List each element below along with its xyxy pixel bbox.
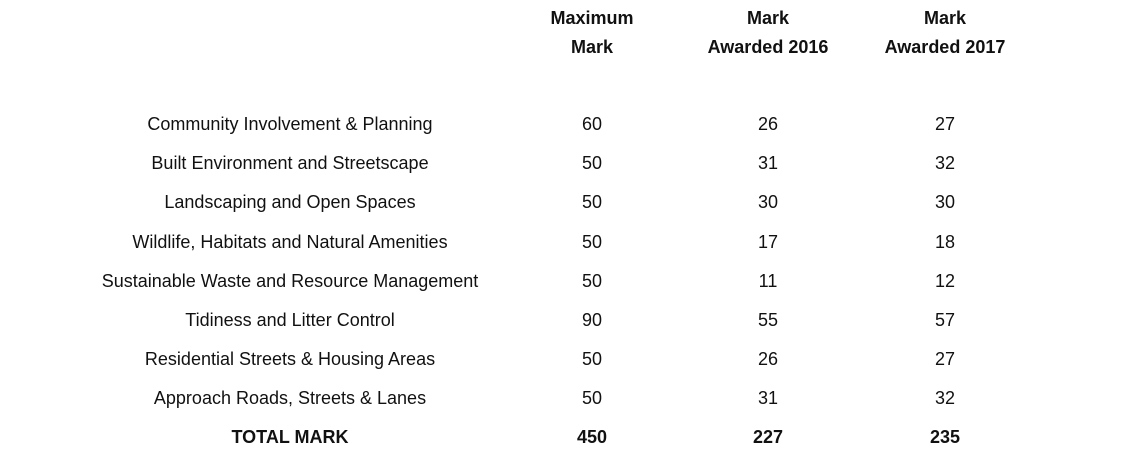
maximum-mark-value: 50 bbox=[581, 388, 603, 408]
category-label: Wildlife, Habitats and Natural Amenities bbox=[132, 232, 448, 252]
awarded-2016-value: 26 bbox=[757, 349, 779, 369]
awarded-2016-value: 26 bbox=[757, 114, 779, 134]
table-row: Built Environment and Streetscape 50 31 … bbox=[0, 144, 1128, 183]
total-label: TOTAL MARK bbox=[231, 427, 349, 447]
table-row: Landscaping and Open Spaces 50 30 30 bbox=[0, 183, 1128, 222]
category-label: Approach Roads, Streets & Lanes bbox=[153, 388, 427, 408]
awarded-2017-value: 57 bbox=[934, 310, 956, 330]
category-label: Built Environment and Streetscape bbox=[151, 153, 429, 173]
category-label: Community Involvement & Planning bbox=[147, 114, 433, 134]
awarded-2016-value: 17 bbox=[757, 232, 779, 252]
awarded-2017-value: 27 bbox=[934, 114, 956, 134]
awarded-2016-value: 31 bbox=[757, 153, 779, 173]
total-awarded-2017-value: 235 bbox=[929, 427, 961, 447]
table-row: Tidiness and Litter Control 90 55 57 bbox=[0, 301, 1128, 340]
category-label: Tidiness and Litter Control bbox=[185, 310, 395, 330]
awarded-2017-value: 32 bbox=[934, 153, 956, 173]
header-mark-awarded-2017: Mark Awarded 2017 bbox=[884, 8, 1006, 57]
header-mark-awarded-2016: Mark Awarded 2016 bbox=[707, 8, 829, 57]
category-label: Landscaping and Open Spaces bbox=[164, 192, 416, 212]
category-label: Residential Streets & Housing Areas bbox=[144, 349, 436, 369]
awarded-2017-value: 30 bbox=[934, 192, 956, 212]
maximum-mark-value: 50 bbox=[581, 271, 603, 291]
header-maximum-mark: Maximum Mark bbox=[550, 8, 634, 57]
category-label: Sustainable Waste and Resource Managemen… bbox=[101, 271, 479, 291]
total-row: TOTAL MARK 450 227 235 bbox=[0, 418, 1128, 457]
total-awarded-2016-value: 227 bbox=[752, 427, 784, 447]
awarded-2017-value: 12 bbox=[934, 271, 956, 291]
table-row: Community Involvement & Planning 60 26 2… bbox=[0, 105, 1128, 144]
awarded-2017-value: 32 bbox=[934, 388, 956, 408]
awarded-2016-value: 11 bbox=[758, 271, 778, 291]
maximum-mark-value: 60 bbox=[581, 114, 603, 134]
table-row: Approach Roads, Streets & Lanes 50 31 32 bbox=[0, 379, 1128, 418]
maximum-mark-value: 50 bbox=[581, 153, 603, 173]
awarded-2017-value: 18 bbox=[934, 232, 956, 252]
awarded-2016-value: 30 bbox=[757, 192, 779, 212]
maximum-mark-value: 90 bbox=[581, 310, 603, 330]
table-row: Sustainable Waste and Resource Managemen… bbox=[0, 262, 1128, 301]
table-row: Residential Streets & Housing Areas 50 2… bbox=[0, 340, 1128, 379]
maximum-mark-value: 50 bbox=[581, 232, 603, 252]
total-maximum-value: 450 bbox=[576, 427, 608, 447]
awarded-2016-value: 55 bbox=[757, 310, 779, 330]
awarded-2016-value: 31 bbox=[757, 388, 779, 408]
awarded-2017-value: 27 bbox=[934, 349, 956, 369]
maximum-mark-value: 50 bbox=[581, 349, 603, 369]
table-row: Wildlife, Habitats and Natural Amenities… bbox=[0, 223, 1128, 262]
maximum-mark-value: 50 bbox=[581, 192, 603, 212]
